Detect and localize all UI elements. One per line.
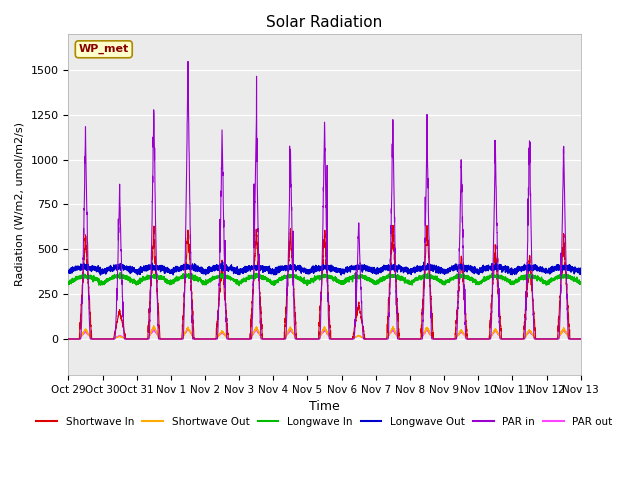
Legend: Shortwave In, Shortwave Out, Longwave In, Longwave Out, PAR in, PAR out: Shortwave In, Shortwave Out, Longwave In… (33, 413, 617, 431)
Text: WP_met: WP_met (79, 44, 129, 54)
Title: Solar Radiation: Solar Radiation (266, 15, 383, 30)
X-axis label: Time: Time (309, 400, 340, 413)
Y-axis label: Radiation (W/m2, umol/m2/s): Radiation (W/m2, umol/m2/s) (15, 122, 25, 287)
